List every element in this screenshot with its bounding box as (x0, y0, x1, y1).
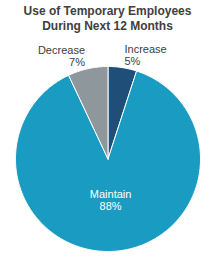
svg-text:Decrease7%: Decrease7% (38, 44, 85, 68)
html-text:Use of Temporary Employees Dur: Use of Temporary Employees During Next 1… (23, 4, 192, 33)
svg-text:Maintain88%: Maintain88% (90, 188, 132, 212)
svg-text:Increase5%: Increase5% (124, 43, 166, 67)
